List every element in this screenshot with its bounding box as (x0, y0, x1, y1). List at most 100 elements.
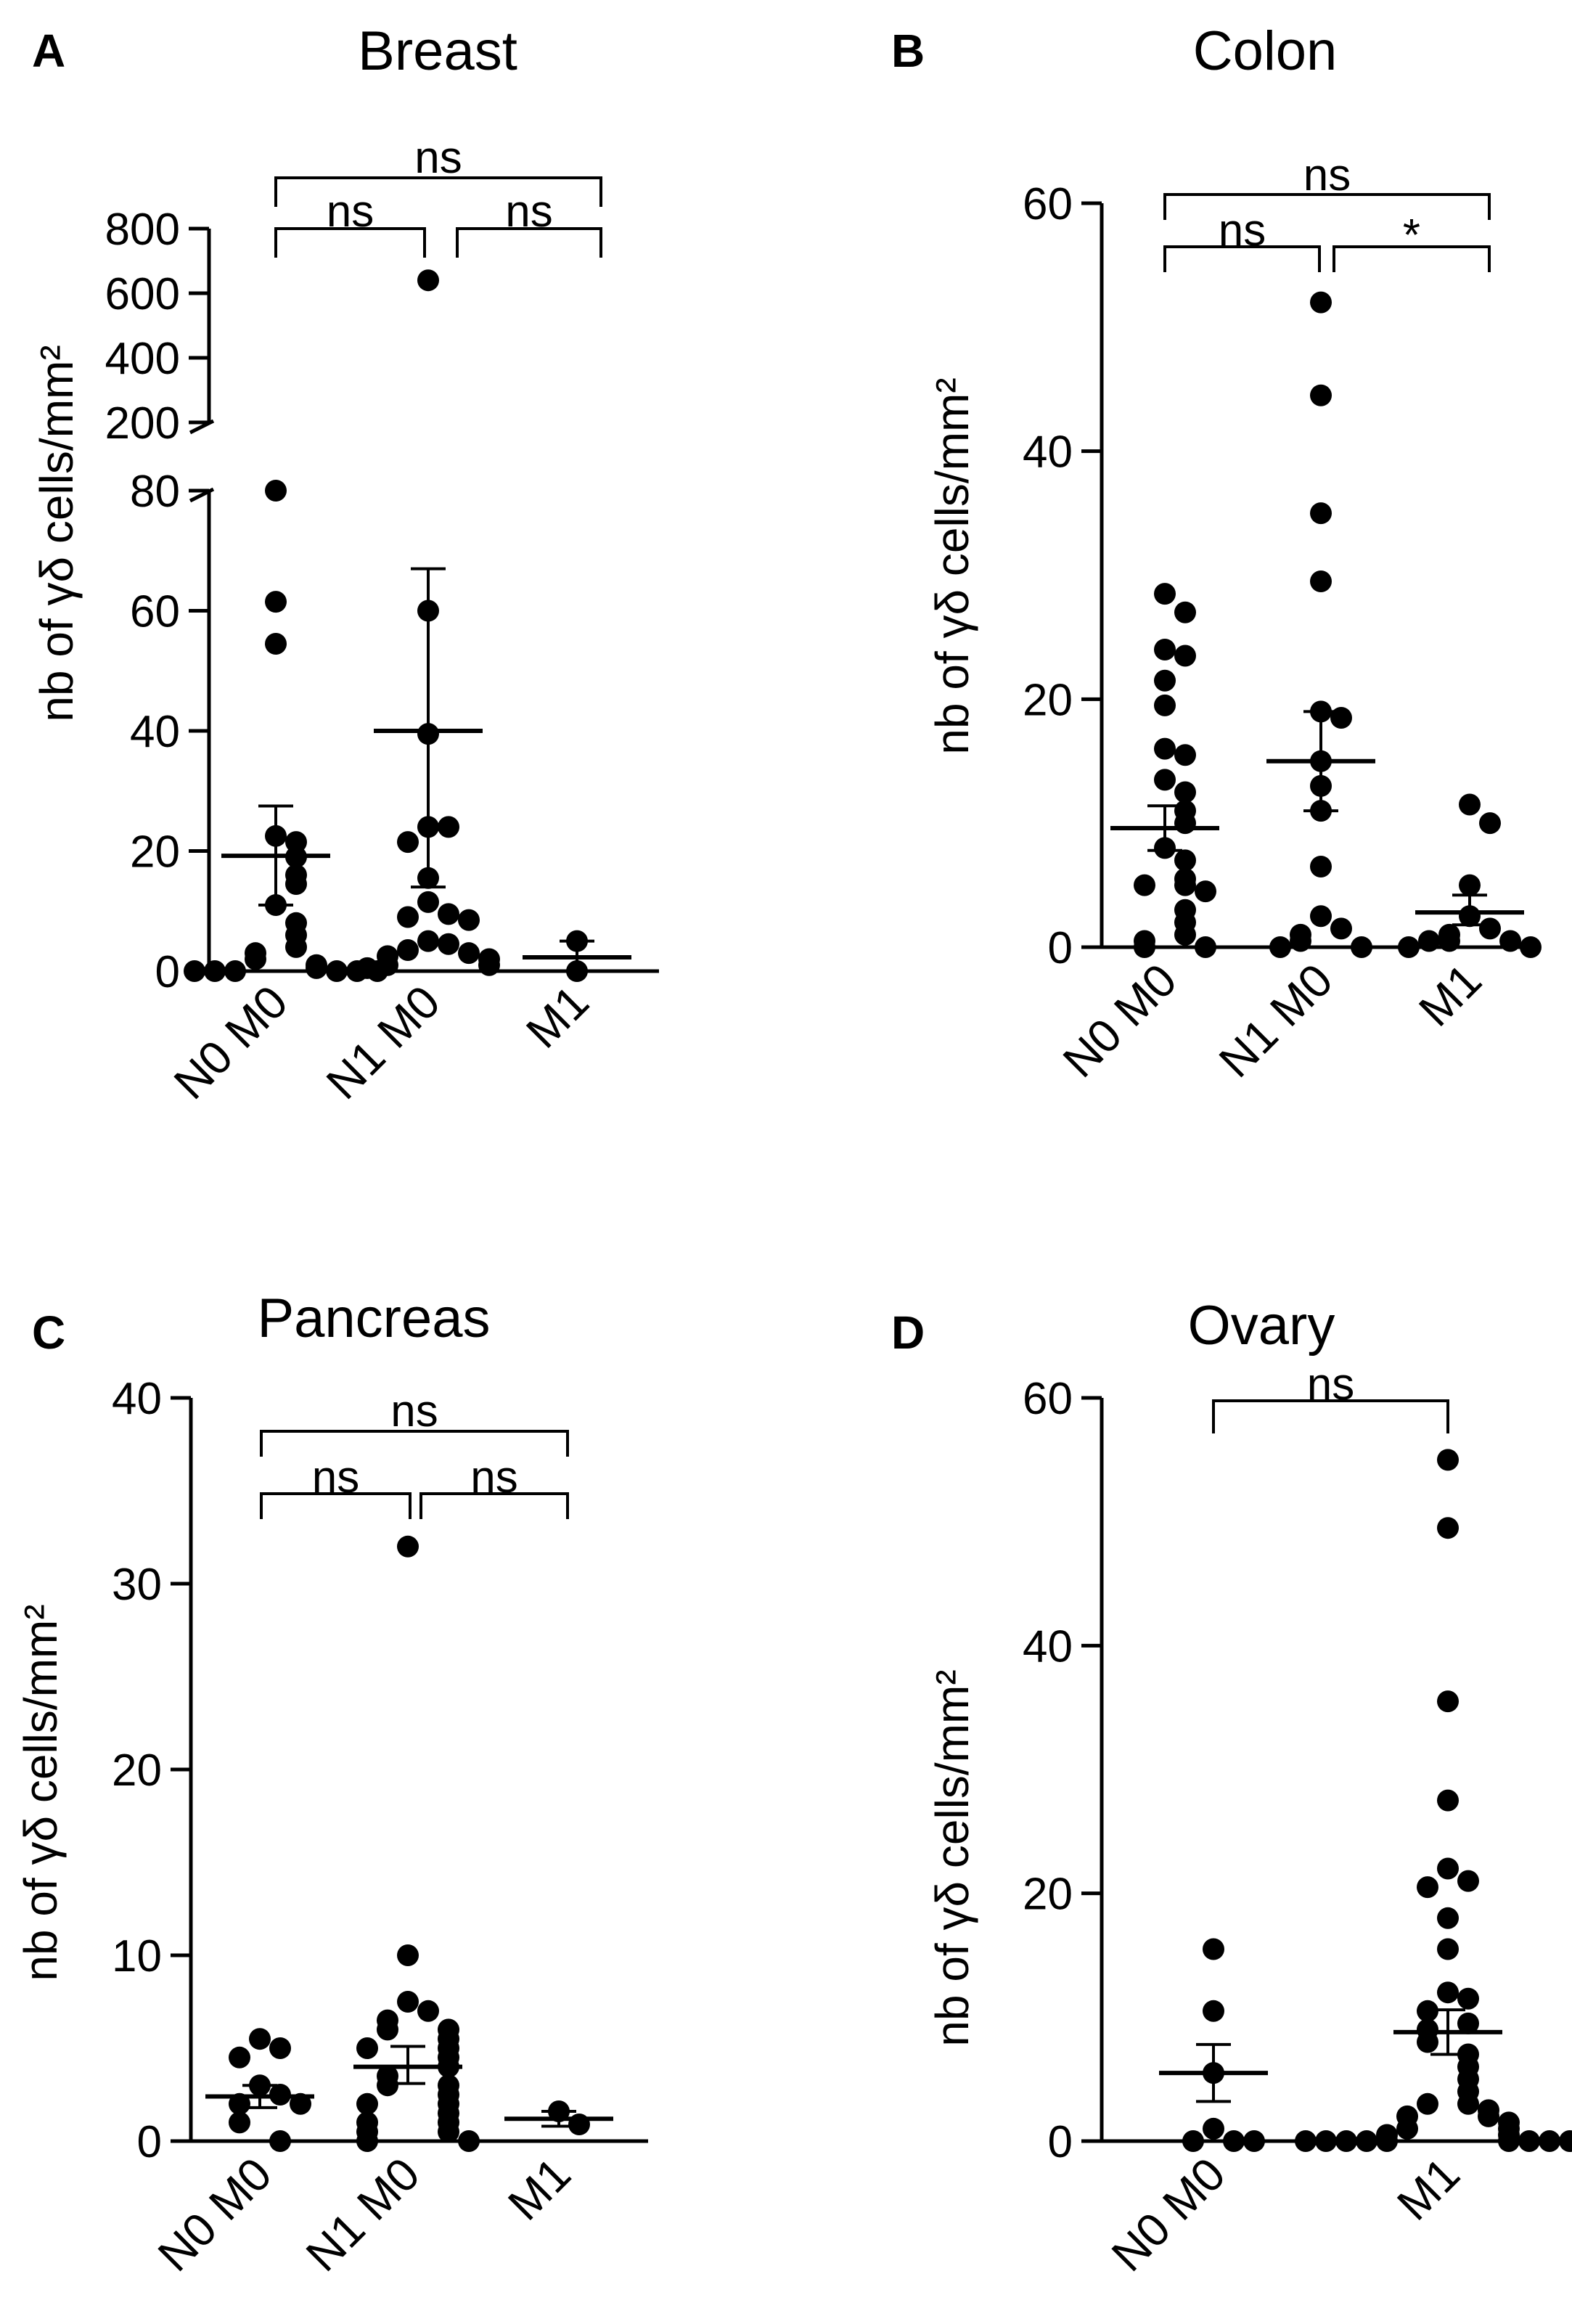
y-tick-label: 40 (112, 1374, 162, 1424)
y-tick-label: 60 (1023, 179, 1073, 229)
y-tick-label: 10 (112, 1931, 162, 1981)
data-point (1134, 875, 1155, 896)
panel-letter: A (32, 25, 65, 77)
y-tick-label: 20 (112, 1746, 162, 1796)
data-point (1243, 2130, 1265, 2152)
data-point (1376, 2130, 1398, 2152)
data-point (1223, 2130, 1245, 2152)
significance-label: ns (414, 133, 462, 183)
data-point (245, 948, 266, 970)
data-point (1479, 812, 1501, 834)
data-point (1457, 2093, 1479, 2115)
data-point (326, 960, 348, 982)
data-point (1174, 781, 1196, 803)
x-category-label: M1 (1387, 2148, 1470, 2230)
data-point (1437, 1517, 1459, 1539)
y-tick-label: 40 (130, 707, 180, 757)
data-point (1154, 738, 1176, 760)
data-point (224, 960, 246, 982)
x-category-label: N0 M0 (1102, 2148, 1235, 2281)
significance-label: ns (470, 1452, 517, 1502)
x-category-label: N0 M0 (164, 975, 298, 1109)
data-point (1330, 917, 1352, 939)
data-point (1174, 812, 1196, 834)
data-point (1499, 930, 1521, 952)
data-point (397, 907, 419, 928)
data-point (356, 2093, 378, 2115)
data-point (1398, 936, 1420, 958)
data-point (1310, 570, 1332, 592)
data-point (1154, 670, 1176, 692)
data-point (1310, 292, 1332, 314)
panel-title: Ovary (1188, 1295, 1335, 1357)
data-point (1154, 769, 1176, 790)
data-point (1310, 502, 1332, 524)
data-point (458, 942, 480, 964)
y-tick-label: 20 (1023, 1870, 1073, 1920)
panel-colon: B Colon nb of γδ cells/mm² 0204060N0 M0 N… (891, 20, 1542, 1087)
data-point (285, 936, 307, 958)
data-point (1174, 602, 1196, 623)
data-point (1539, 2130, 1560, 2152)
data-point (1203, 2118, 1224, 2140)
data-point (1457, 1988, 1479, 2010)
x-category-label: N0 M0 (148, 2148, 282, 2281)
data-point (1459, 794, 1481, 816)
data-point (377, 954, 398, 976)
y-tick-label: 30 (112, 1560, 162, 1610)
data-point (306, 957, 327, 979)
data-point (1417, 1876, 1438, 1898)
data-point (1174, 849, 1196, 871)
data-point (438, 816, 459, 838)
y-tick-label: 0 (137, 2117, 162, 2167)
y-tick-label: 60 (1023, 1374, 1073, 1424)
data-point (458, 909, 480, 931)
data-point (1134, 936, 1155, 958)
data-point (1518, 2130, 1540, 2152)
data-point (438, 933, 459, 955)
x-category-label: N1 M0 (316, 975, 450, 1109)
data-point (1351, 936, 1372, 958)
y-axis-label: nb of γδ cells/mm² (926, 1669, 978, 2046)
data-point (269, 2037, 291, 2059)
data-point (397, 831, 419, 853)
panel-letter: C (32, 1306, 65, 1359)
data-point (417, 891, 439, 913)
data-point (1437, 1790, 1459, 1812)
data-point (1437, 1690, 1459, 1712)
data-point (1174, 875, 1196, 896)
data-point (1174, 645, 1196, 667)
data-point (438, 2121, 459, 2143)
data-point (1174, 924, 1196, 946)
x-category-label: N1 M0 (296, 2148, 430, 2281)
data-point (478, 954, 500, 976)
data-point (1498, 2130, 1520, 2152)
y-axis-label: nb of γδ cells/mm² (926, 377, 978, 754)
data-point (1417, 2031, 1438, 2053)
data-point (417, 269, 439, 291)
significance-label: ns (312, 1452, 359, 1502)
y-tick-label: 400 (105, 334, 180, 384)
x-category-label: N0 M0 (1053, 954, 1187, 1087)
data-point (1154, 639, 1176, 660)
data-point (1310, 905, 1332, 927)
y-tick-label: 80 (130, 467, 180, 517)
data-point (1335, 2130, 1357, 2152)
data-point (1310, 856, 1332, 877)
significance-label: * (1403, 210, 1420, 261)
x-category-label: M1 (1409, 954, 1491, 1036)
y-tick-label: 20 (1023, 675, 1073, 725)
data-point (1437, 1907, 1459, 1929)
y-tick-label: 800 (105, 205, 180, 255)
data-point (265, 480, 287, 502)
data-point (1269, 936, 1291, 958)
data-point (458, 2130, 480, 2152)
data-point (1154, 695, 1176, 716)
data-point (438, 903, 459, 925)
y-tick-label: 0 (1048, 2117, 1073, 2167)
data-point (1559, 2130, 1572, 2152)
panel-title: Pancreas (257, 1288, 490, 1349)
y-tick-label: 60 (130, 587, 180, 637)
data-point (1437, 1981, 1459, 2003)
data-point (1195, 880, 1216, 902)
